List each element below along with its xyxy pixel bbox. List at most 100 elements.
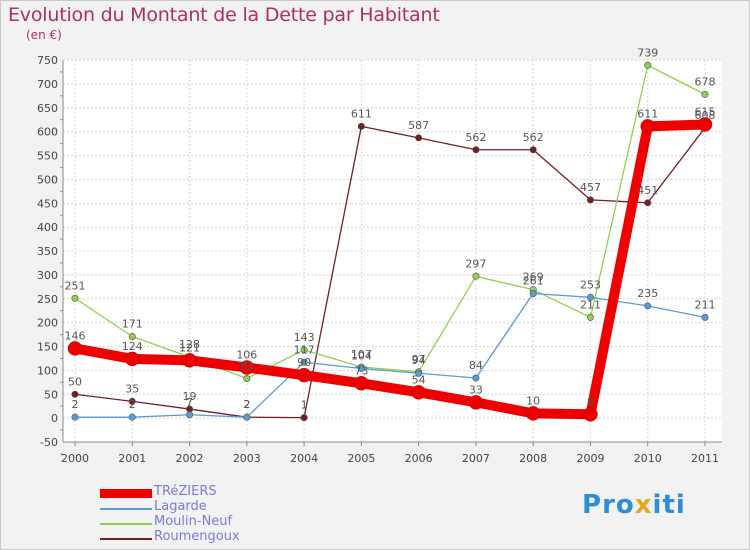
data-label: 128 bbox=[179, 338, 200, 351]
legend-label: TRéZIERS bbox=[154, 484, 217, 499]
data-point bbox=[586, 293, 594, 301]
y-tick-label: 250 bbox=[37, 293, 58, 306]
y-tick-label: 650 bbox=[37, 102, 58, 115]
data-label: 261 bbox=[523, 274, 544, 287]
data-label: 562 bbox=[523, 131, 544, 144]
x-tick-label: 2010 bbox=[634, 452, 662, 465]
series-line-lagarde bbox=[74, 292, 706, 418]
data-label: 211 bbox=[580, 298, 601, 311]
legend-swatch bbox=[100, 538, 152, 540]
data-label: 587 bbox=[408, 119, 429, 132]
series-line-roumengoux bbox=[74, 125, 706, 419]
data-label: 253 bbox=[580, 278, 601, 291]
x-tick-label: 2009 bbox=[576, 452, 604, 465]
series-line-tr-ziers bbox=[70, 119, 710, 420]
data-point bbox=[586, 313, 594, 321]
data-point bbox=[128, 397, 136, 405]
y-tick-label: 450 bbox=[37, 197, 58, 210]
data-point bbox=[128, 413, 136, 421]
data-label: 211 bbox=[695, 298, 716, 311]
legend-swatch bbox=[100, 489, 152, 498]
data-label: 457 bbox=[580, 181, 601, 194]
series-line-moulin-neuf bbox=[74, 64, 706, 380]
y-tick-label: 350 bbox=[37, 245, 58, 258]
data-point bbox=[182, 353, 197, 368]
data-point bbox=[239, 360, 255, 375]
data-label: 50 bbox=[68, 375, 82, 388]
data-label: 73 bbox=[354, 364, 368, 377]
data-point bbox=[529, 289, 537, 297]
y-tick-label: 200 bbox=[37, 317, 58, 330]
logo-letter: P bbox=[582, 490, 603, 520]
data-label: 94 bbox=[412, 354, 426, 367]
legend-swatch bbox=[100, 508, 152, 510]
data-label: 124 bbox=[122, 340, 143, 353]
data-label: 2 bbox=[129, 398, 136, 411]
data-point bbox=[186, 411, 194, 419]
data-point bbox=[357, 122, 365, 130]
data-label: 35 bbox=[125, 382, 139, 395]
data-label: 171 bbox=[122, 317, 143, 330]
data-point bbox=[644, 61, 652, 69]
legend-swatch bbox=[100, 523, 152, 525]
data-point bbox=[125, 351, 140, 367]
x-tick-label: 2004 bbox=[290, 452, 318, 465]
y-tick-label: 50 bbox=[44, 388, 58, 401]
x-tick-label: 2008 bbox=[519, 452, 547, 465]
data-point bbox=[354, 376, 369, 391]
chart-unit-subtitle: (en €) bbox=[26, 28, 62, 42]
data-point bbox=[67, 341, 83, 356]
y-tick-label: 550 bbox=[37, 150, 58, 163]
data-point bbox=[71, 390, 79, 398]
x-tick-label: 2002 bbox=[176, 452, 204, 465]
data-label: 19 bbox=[183, 390, 197, 403]
data-point bbox=[701, 90, 709, 98]
data-point bbox=[300, 414, 308, 422]
data-label: 562 bbox=[465, 131, 486, 144]
data-label: 235 bbox=[637, 287, 658, 300]
x-tick-label: 2006 bbox=[405, 452, 433, 465]
data-label: 251 bbox=[65, 279, 86, 292]
data-point bbox=[415, 134, 423, 142]
data-label: 10 bbox=[526, 394, 540, 407]
data-point bbox=[472, 146, 480, 154]
x-tick-label: 2007 bbox=[462, 452, 490, 465]
data-label: 83 bbox=[240, 359, 254, 372]
legend-label: Roumengoux bbox=[154, 529, 240, 544]
data-point bbox=[468, 395, 484, 410]
legend-label: Lagarde bbox=[154, 499, 207, 514]
x-tick-label: 2001 bbox=[118, 452, 146, 465]
data-label: 54 bbox=[412, 373, 426, 386]
data-point bbox=[415, 369, 423, 377]
data-label: 1 bbox=[301, 399, 308, 412]
y-tick-label: 0 bbox=[51, 412, 58, 425]
data-point bbox=[411, 385, 426, 400]
data-point bbox=[300, 358, 308, 366]
proxiti-logo: Proxiti bbox=[582, 490, 686, 520]
chart-title: Evolution du Montant de la Dette par Hab… bbox=[8, 4, 440, 26]
x-tick-label: 2003 bbox=[233, 452, 261, 465]
data-point bbox=[583, 407, 598, 422]
data-point bbox=[701, 313, 709, 321]
data-point bbox=[529, 146, 537, 154]
data-point bbox=[640, 119, 655, 134]
y-tick-label: 150 bbox=[37, 341, 58, 354]
data-label: 611 bbox=[637, 107, 658, 120]
data-point bbox=[300, 346, 308, 354]
data-label: 297 bbox=[465, 257, 486, 270]
data-label: 33 bbox=[469, 383, 483, 396]
data-point bbox=[71, 413, 79, 421]
data-label: 84 bbox=[469, 359, 483, 372]
y-tick-label: 750 bbox=[37, 54, 58, 67]
y-tick-label: 700 bbox=[37, 78, 58, 91]
data-label: 269 bbox=[523, 271, 544, 284]
data-point bbox=[586, 196, 594, 204]
data-point bbox=[296, 367, 312, 383]
y-tick-label: 100 bbox=[37, 364, 58, 377]
y-tick-label: -50 bbox=[40, 436, 58, 449]
y-tick-label: 300 bbox=[37, 269, 58, 282]
data-label: 611 bbox=[351, 107, 372, 120]
data-label: 2 bbox=[243, 398, 250, 411]
logo-letter: x bbox=[634, 490, 653, 520]
